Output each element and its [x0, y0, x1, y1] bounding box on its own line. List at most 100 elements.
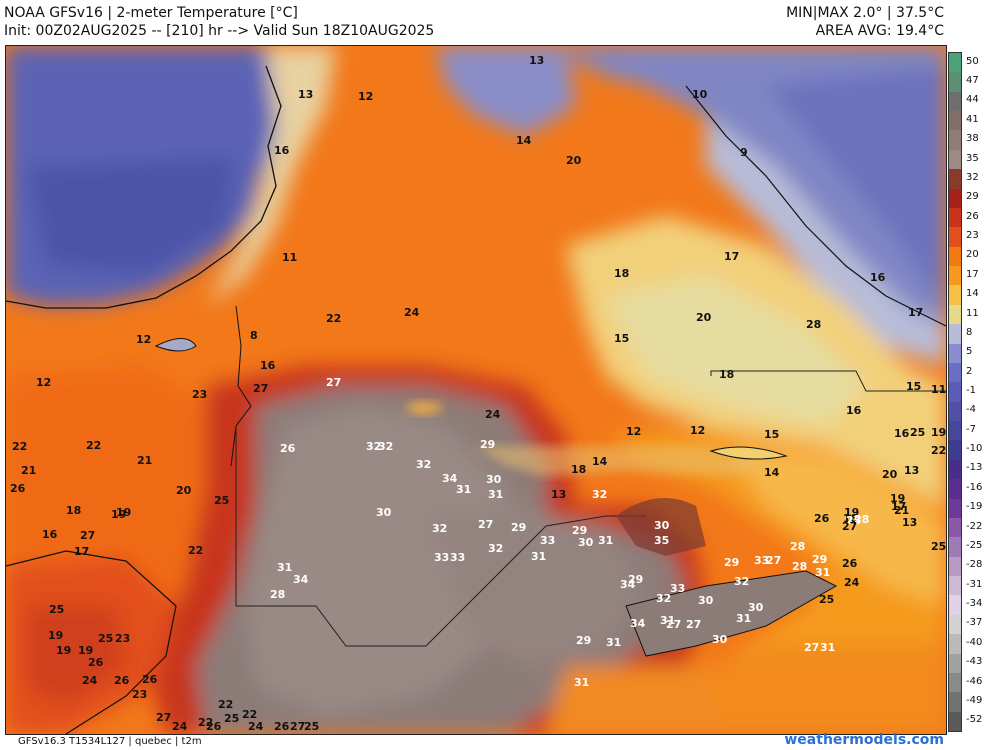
- colorbar-tick-label: -22: [966, 520, 983, 532]
- model-info: GFSv16.3 T1534L127 | quebec | t2m: [18, 736, 202, 747]
- temperature-value-label: 32: [734, 575, 749, 588]
- colorbar-tick-label: 17: [966, 268, 979, 280]
- temperature-value-label: 18: [843, 512, 858, 525]
- colorbar-tick-label: 11: [966, 307, 979, 319]
- temperature-value-label: 17: [74, 545, 89, 558]
- colorbar-segment: [949, 227, 961, 248]
- temperature-value-label: 11: [931, 383, 946, 396]
- temperature-value-label: 26: [142, 673, 158, 686]
- temperature-value-label: 22: [12, 440, 27, 453]
- temperature-value-label: 32: [592, 488, 607, 501]
- temperature-value-label: 12: [358, 90, 373, 103]
- temperature-value-label: 27: [666, 618, 681, 631]
- temperature-value-label: 30: [654, 519, 670, 532]
- temperature-value-label: 32: [378, 440, 393, 453]
- colorbar-segment: [949, 188, 961, 209]
- temperature-value-label: 25: [214, 494, 229, 507]
- temperature-value-label: 8: [250, 329, 258, 342]
- temperature-value-label: 23: [115, 632, 130, 645]
- temperature-value-label: 34: [293, 573, 309, 586]
- temperature-value-label: 17: [724, 250, 739, 263]
- colorbar-tick-label: 23: [966, 230, 979, 242]
- temperature-value-label: 26: [274, 720, 290, 733]
- temperature-value-label: 19: [116, 506, 131, 519]
- great-lakes-shoreline: [6, 550, 177, 734]
- temperature-value-label: 18: [614, 267, 629, 280]
- colorbar-segment: [949, 595, 961, 616]
- temperature-value-label: 27: [804, 641, 819, 654]
- temperature-value-label: 30: [486, 473, 502, 486]
- temperature-value-label: 34: [620, 578, 636, 591]
- colorbar-tick-label: 8: [966, 326, 973, 338]
- area-average-readout: AREA AVG: 19.4°C: [815, 23, 944, 39]
- st-lawrence-river: [476, 446, 776, 476]
- temperature-value-label: 33: [754, 554, 769, 567]
- colorbar-tick-label: 41: [966, 113, 979, 125]
- colorbar-tick-label: 47: [966, 75, 979, 87]
- temperature-value-label: 22: [242, 708, 257, 721]
- temperature-value-label: 27: [290, 720, 305, 733]
- temperature-value-label: 13: [529, 54, 544, 67]
- temperature-value-label: 29: [724, 556, 739, 569]
- colorbar-segment: [949, 614, 961, 635]
- temperature-value-label: 20: [566, 154, 582, 167]
- temperature-value-label: 21: [137, 454, 152, 467]
- temperature-value-label: 27: [766, 554, 781, 567]
- colorbar-tick-label: -4: [966, 404, 976, 416]
- colorbar-segment: [949, 479, 961, 500]
- temperature-value-label: 22: [218, 698, 233, 711]
- temperature-value-label: 26: [88, 656, 104, 669]
- colorbar-tick-label: -19: [966, 501, 983, 513]
- temperature-value-label: 22: [326, 312, 341, 325]
- temperature-value-label: 31: [660, 614, 675, 627]
- temperature-value-label: 31: [277, 561, 292, 574]
- temperature-value-label: 26: [842, 557, 858, 570]
- temperature-value-label: 13: [902, 516, 917, 529]
- colorbar-segment: [949, 692, 961, 713]
- temperature-value-label: 29: [812, 553, 827, 566]
- colorbar-tick-label: -7: [966, 423, 976, 435]
- temperature-value-label: 14: [592, 455, 608, 468]
- temperature-value-label: 14: [764, 466, 780, 479]
- colorbar-segment: [949, 576, 961, 596]
- colorbar-tick-label: 32: [966, 171, 979, 183]
- colorbar-segment: [949, 169, 961, 190]
- hudson-bay-coastline: [6, 65, 282, 309]
- temperature-value-label: 32: [366, 440, 381, 453]
- colorbar-tick-label: -28: [966, 559, 983, 571]
- temperature-value-label: 22: [931, 444, 946, 457]
- min-max-readout: MIN|MAX 2.0° | 37.5°C: [786, 5, 944, 21]
- colorbar-segment: [949, 246, 961, 267]
- colorbar-tick-label: 35: [966, 152, 979, 164]
- colorbar-tick-label: -46: [966, 675, 983, 687]
- james-bay-coastline: [230, 305, 252, 467]
- temperature-value-label: 15: [614, 332, 629, 345]
- temperature-value-label: 33: [670, 582, 685, 595]
- temperature-value-label: 18: [571, 463, 586, 476]
- colorbar-segment: [949, 285, 961, 306]
- temperature-value-label: 26: [280, 442, 296, 455]
- temperature-value-label: 31: [820, 641, 835, 654]
- temperature-colorbar: [948, 52, 962, 732]
- anticosti-island: [709, 446, 788, 460]
- temperature-value-label: 31: [598, 534, 613, 547]
- temperature-value-label: 15: [764, 428, 779, 441]
- map-title: NOAA GFSv16 | 2-meter Temperature [°C]: [4, 5, 298, 21]
- colorbar-segment: [949, 382, 961, 403]
- temperature-value-label: 16: [274, 144, 290, 157]
- temperature-value-label: 31: [531, 550, 546, 563]
- brand-link[interactable]: weathermodels.com: [784, 732, 944, 748]
- colorbar-segment: [949, 207, 961, 228]
- labrador-coastline: [685, 85, 946, 327]
- colorbar-tick-label: -16: [966, 481, 983, 493]
- temperature-value-label: 12: [690, 424, 705, 437]
- colorbar-segment: [949, 440, 961, 461]
- colorbar-tick-label: -34: [966, 598, 983, 610]
- colorbar-tick-label: -40: [966, 636, 983, 648]
- temperature-value-label: 19: [78, 644, 93, 657]
- colorbar-tick-label: 2: [966, 365, 973, 377]
- temperature-value-label: 30: [376, 506, 392, 519]
- temperature-value-label: 25: [819, 593, 834, 606]
- temperature-value-label: 24: [82, 674, 98, 687]
- temperature-value-label: 18: [66, 504, 81, 517]
